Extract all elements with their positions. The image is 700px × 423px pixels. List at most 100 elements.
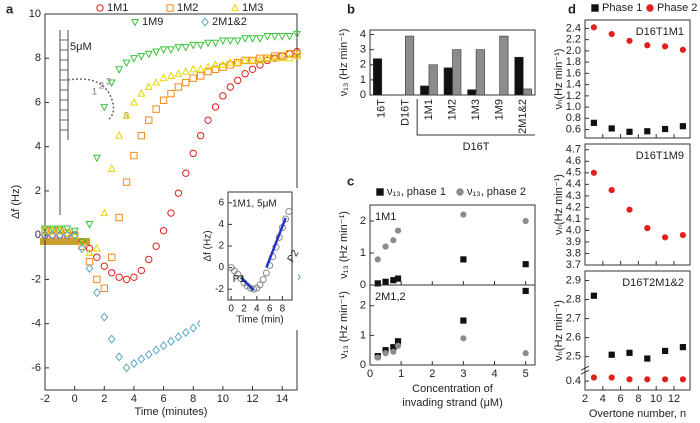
marker-triangle-down	[204, 39, 213, 48]
marker-circle	[626, 376, 633, 383]
marker-circle	[152, 242, 160, 250]
marker-diamond	[93, 288, 101, 298]
marker-square	[78, 242, 86, 250]
marker-triangle	[115, 131, 124, 139]
panel-label: b	[347, 1, 355, 16]
marker-triangle-down	[92, 154, 101, 163]
marker-circle	[679, 46, 686, 53]
marker-triangle-down	[263, 33, 272, 41]
y-tick-label: 4	[218, 219, 224, 230]
marker-diamond	[189, 323, 198, 333]
marker-circle	[590, 169, 597, 176]
marker-diamond	[201, 17, 209, 27]
marker-diamond	[63, 230, 72, 240]
marker-diamond	[167, 336, 175, 346]
fit-label: P2	[286, 248, 302, 264]
marker-triangle-down	[55, 225, 64, 234]
y-tick-label: 0	[360, 359, 366, 371]
marker-square	[285, 50, 294, 58]
marker-triangle	[107, 164, 116, 172]
marker-diamond	[41, 230, 49, 240]
marker-triangle	[55, 226, 64, 234]
x-tick-label: 2	[241, 304, 247, 315]
marker-square	[100, 284, 108, 292]
marker-triangle	[204, 62, 213, 71]
y-tick-label: 4.2	[566, 201, 581, 213]
marker-circle	[196, 131, 205, 140]
y-tick-label: 2	[218, 241, 224, 252]
marker-triangle-down	[70, 227, 79, 236]
panel-title: 1M1	[375, 211, 396, 223]
y-tick-label: 6	[218, 197, 224, 208]
x-axis-label: Time (minutes)	[135, 406, 208, 418]
marker-triangle	[241, 55, 250, 64]
marker-triangle-down	[130, 18, 140, 27]
legend-label: 1M2	[177, 2, 198, 14]
y-tick-label: 4.4	[566, 178, 581, 190]
y-tick-label: 0	[360, 279, 366, 291]
y-tick-label: 6	[35, 96, 41, 108]
y-tick-label: 10	[29, 8, 41, 20]
marker-circle	[646, 4, 654, 12]
y-tick-label: 4.1	[566, 213, 581, 225]
marker-triangle	[174, 69, 183, 77]
marker-circle	[661, 43, 669, 50]
marker-circle	[522, 217, 529, 225]
marker-triangle-down	[196, 41, 205, 50]
marker-triangle	[122, 111, 131, 119]
marker-square	[166, 4, 174, 12]
y-tick-label: 0.4	[566, 375, 581, 387]
marker-square	[661, 125, 669, 133]
x-tick-label: 5	[523, 368, 529, 380]
marker-triangle-down	[241, 35, 250, 43]
x-tick-label: 4	[254, 304, 260, 315]
bar	[499, 35, 509, 96]
marker-triangle	[255, 55, 264, 64]
x-tick-label: 8	[635, 393, 641, 405]
marker-triangle-down	[122, 59, 131, 68]
marker-circle	[282, 215, 290, 223]
marker-diamond	[78, 243, 86, 254]
marker-diamond	[130, 358, 138, 369]
legend-label: ν₁₃, phase 1	[387, 186, 446, 198]
marker-square	[374, 280, 381, 287]
marker-triangle	[226, 58, 235, 66]
marker-square	[460, 256, 467, 263]
legend-label: 1M3	[242, 2, 263, 14]
bar	[443, 67, 453, 96]
marker-circle	[456, 188, 464, 196]
marker-triangle	[48, 226, 57, 234]
marker-triangle-down	[181, 44, 190, 52]
marker-triangle	[40, 226, 50, 234]
marker-square	[130, 151, 138, 160]
marker-triangle	[166, 71, 176, 79]
marker-diamond	[181, 327, 190, 338]
bar	[475, 49, 485, 96]
panel-title: D16T2M1&2	[622, 277, 684, 289]
marker-triangle	[218, 60, 227, 68]
marker-triangle-down	[159, 46, 168, 54]
marker-circle	[234, 76, 242, 85]
marker-circle	[93, 253, 101, 261]
marker-circle	[189, 149, 197, 158]
marker-circle	[644, 225, 651, 232]
plot-frame	[369, 284, 536, 366]
x-tick-label: 4	[491, 368, 497, 380]
marker-square	[591, 4, 599, 12]
marker-triangle-down	[78, 238, 87, 247]
marker-square	[189, 74, 197, 82]
marker-diamond	[159, 341, 168, 351]
marker-circle	[590, 24, 597, 31]
marker-circle	[460, 335, 467, 342]
marker-circle	[241, 70, 249, 78]
y-axis-label: ν₁₃ (Hz min⁻¹)	[338, 291, 350, 359]
marker-circle	[679, 231, 686, 239]
y-axis-label: Δf (Hz)	[203, 230, 214, 261]
annotation: 5μM	[70, 41, 92, 53]
marker-circle	[644, 376, 651, 383]
y-tick-label: 2	[360, 59, 366, 71]
group-label: D16T	[463, 141, 490, 153]
marker-square	[293, 50, 301, 58]
annotation: 2	[99, 80, 104, 90]
marker-triangle	[137, 89, 146, 97]
